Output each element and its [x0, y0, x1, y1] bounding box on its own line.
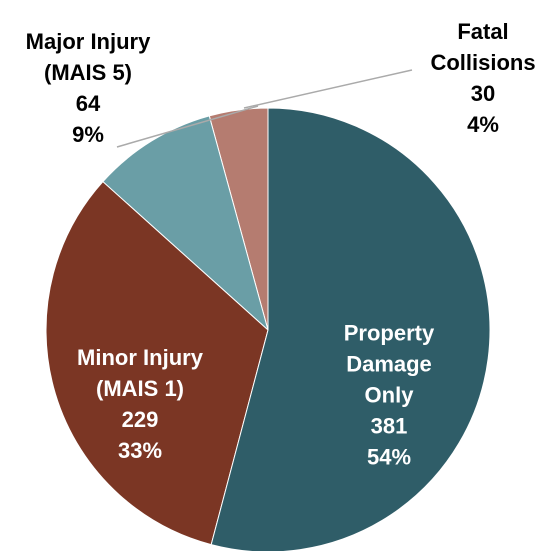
- slice-label: Property Damage Only 381 54%: [319, 318, 459, 473]
- leader-line: [116, 105, 259, 148]
- category-label: Fatal Collisions: [430, 19, 536, 75]
- slice-label: Major Injury (MAIS 5) 64 9%: [3, 26, 173, 150]
- leader-line: [243, 69, 413, 109]
- value-label: 229: [121, 407, 159, 432]
- category-label: Property Damage Only: [343, 320, 435, 408]
- percent-label: 33%: [117, 438, 163, 463]
- slice-label: Fatal Collisions 30 4%: [423, 16, 543, 140]
- category-label: Major Injury (MAIS 5): [25, 29, 151, 85]
- slice-label: Minor Injury (MAIS 1) 229 33%: [55, 342, 225, 466]
- pie-slice: [210, 107, 491, 551]
- value-label: 30: [470, 81, 496, 106]
- percent-label: 9%: [72, 122, 104, 147]
- category-label: Minor Injury (MAIS 1): [77, 345, 203, 401]
- pie-slice: [102, 115, 269, 332]
- percent-label: 54%: [366, 444, 412, 470]
- value-label: 381: [370, 413, 408, 439]
- percent-label: 4%: [467, 112, 499, 137]
- value-label: 64: [75, 91, 101, 116]
- pie-slice: [45, 180, 269, 546]
